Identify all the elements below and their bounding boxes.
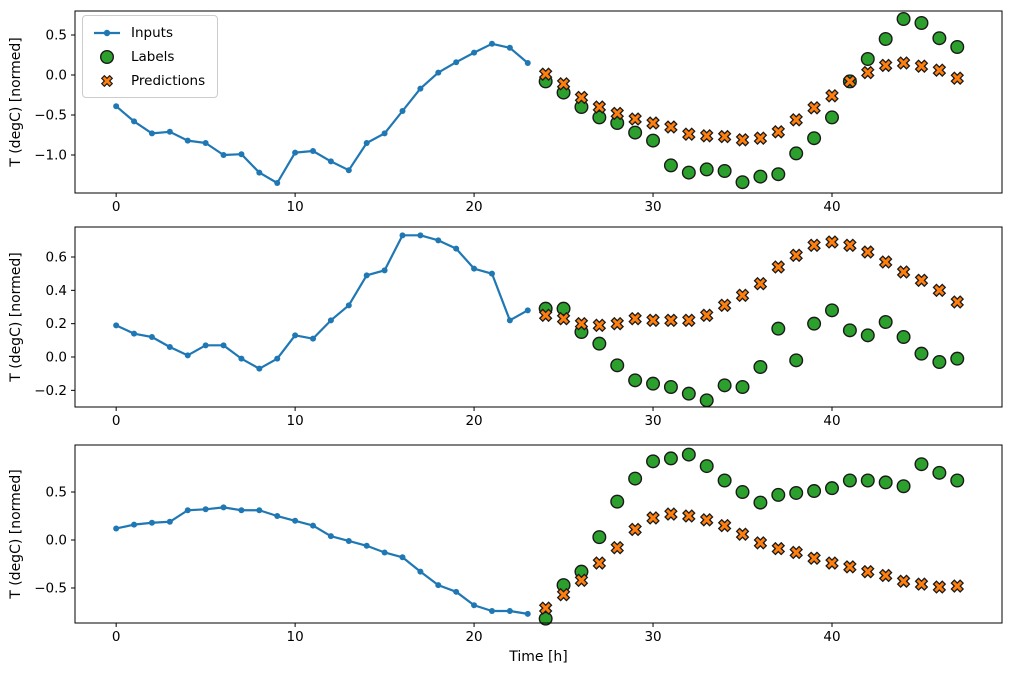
series-inputs	[113, 40, 531, 186]
y-tick-label: −1.0	[34, 148, 67, 164]
x-tick-label: 20	[465, 413, 482, 429]
y-tick-label: −0.5	[34, 580, 67, 596]
y-tick-label: 0.0	[46, 350, 67, 366]
x-tick-label: 0	[112, 629, 121, 645]
axis-ticks: 0 10 20 30 40 0.5 0.0 −0.5 −1.0	[34, 28, 840, 216]
legend-item-inputs: Inputs	[92, 23, 205, 42]
series-inputs	[113, 232, 531, 372]
x-tick-label: 30	[644, 629, 661, 645]
series-predictions	[538, 507, 965, 615]
series-predictions	[538, 235, 965, 333]
legend-label-predictions: Predictions	[131, 72, 206, 89]
y-tick-label: −0.2	[34, 383, 67, 399]
legend-item-predictions: Predictions	[92, 71, 205, 90]
x-tick-label: 10	[287, 413, 304, 429]
labels-circle-icon	[99, 49, 115, 64]
axis-ticks: 0 10 20 30 40 0.6 0.4 0.2 0.0 −0.2	[34, 250, 840, 430]
x-tick-label: 10	[287, 629, 304, 645]
inputs-line-icon	[94, 29, 120, 36]
series-predictions	[538, 56, 965, 147]
y-tick-label: 0.0	[46, 68, 67, 84]
axis-ticks: 0 10 20 30 40 0.5 0.0 −0.5	[34, 485, 840, 645]
x-tick-label: 30	[644, 199, 661, 215]
subplot-2: 0 10 20 30 40 0.6 0.4 0.2 0.0 −0.2 T (degC) [norme…	[8, 226, 1003, 430]
series-labels	[538, 11, 965, 190]
subplot-1: 0 10 20 30 40 0.5 0.0 −0.5 −1.0 T (degC) [normed]	[8, 10, 1003, 216]
x-tick-label: 30	[644, 413, 661, 429]
y-axis-label: T (degC) [normed]	[8, 37, 24, 168]
plot-border	[74, 444, 1003, 624]
x-tick-label: 40	[823, 199, 840, 215]
legend: Inputs Labels Predictions	[82, 15, 219, 98]
x-tick-label: 0	[112, 199, 121, 215]
y-tick-label: 0.5	[46, 28, 67, 44]
y-tick-label: 0.2	[46, 316, 67, 332]
subplot-3: 0 10 20 30 40 0.5 0.0 −0.5 T (degC) [normed] Time…	[8, 444, 1003, 665]
predictions-x-icon	[100, 74, 114, 87]
y-tick-label: 0.0	[46, 532, 67, 548]
legend-item-labels: Labels	[92, 47, 205, 66]
legend-label-inputs: Inputs	[131, 24, 173, 41]
series-inputs	[113, 504, 531, 617]
series-labels	[538, 301, 965, 408]
x-tick-label: 20	[465, 629, 482, 645]
y-tick-label: 0.4	[46, 283, 67, 299]
series-labels	[538, 447, 965, 626]
plot-border	[74, 10, 1003, 194]
y-tick-label: 0.6	[46, 250, 67, 266]
y-tick-label: 0.5	[46, 485, 67, 501]
x-tick-label: 20	[465, 199, 482, 215]
x-tick-label: 40	[823, 629, 840, 645]
y-tick-label: −0.5	[34, 108, 67, 124]
legend-label-labels: Labels	[131, 48, 175, 65]
x-tick-label: 10	[287, 199, 304, 215]
y-axis-label: T (degC) [normed]	[8, 252, 24, 383]
plot-border	[74, 226, 1003, 408]
x-tick-label: 40	[823, 413, 840, 429]
x-tick-label: 0	[112, 413, 121, 429]
x-axis-label: Time [h]	[508, 649, 568, 665]
y-axis-label: T (degC) [normed]	[8, 469, 24, 600]
